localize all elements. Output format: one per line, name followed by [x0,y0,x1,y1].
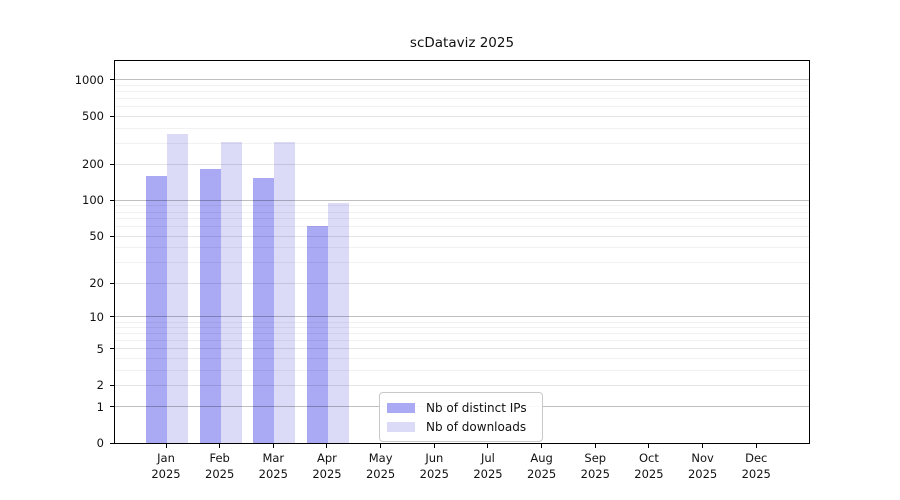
month-label: Dec [745,451,768,465]
x-tick-label-jan: Jan 2025 [138,451,194,482]
year-label: 2025 [687,466,718,481]
x-tick-label-sep: Sep 2025 [567,451,623,482]
x-tick-label-mar: Mar 2025 [245,451,301,482]
y-tick-label-10: 10 [89,309,104,324]
y-tick-label-200: 200 [82,157,104,172]
month-label: Apr [317,451,337,465]
bar-downloads-jan [167,133,188,443]
legend-item-downloads: Nb of downloads [387,417,534,436]
y-tick-1000 [110,79,114,81]
chart-title: scDataviz 2025 [409,35,515,51]
year-label: 2025 [419,466,449,481]
x-tick-label-feb: Feb 2025 [192,451,248,482]
month-label: Feb [209,451,230,465]
year-label: 2025 [151,466,181,481]
bar-distinct-ips-jan [146,175,167,443]
month-label: Jul [481,451,495,465]
month-label: Nov [691,451,714,465]
x-tick-jun [433,444,435,448]
bar-distinct-ips-apr [306,226,328,443]
x-tick-label-apr: Apr 2025 [299,451,355,482]
x-tick-jan [165,444,167,448]
year-label: 2025 [580,466,610,481]
year-label: 2025 [526,466,557,481]
x-tick-label-aug: Aug 2025 [514,451,570,482]
y-tick-10 [110,316,114,318]
month-label: Jun [425,451,444,465]
y-tick-label-500: 500 [82,109,104,124]
y-tick-label-50: 50 [89,229,104,244]
x-tick-feb [219,444,221,448]
y-tick-200 [110,163,114,165]
x-tick-label-may: May 2025 [353,451,409,482]
y-tick-label-0: 0 [96,436,104,450]
x-tick-aug [541,444,543,448]
y-tick-100 [110,199,114,201]
bar-downloads-feb [220,142,242,443]
bar-downloads-apr [327,203,349,443]
bar-downloads-mar [274,141,296,443]
y-tick-label-2: 2 [96,378,104,393]
month-label: Mar [262,451,285,465]
bar-distinct-ips-feb [199,168,221,443]
y-tick-label-100: 100 [82,193,104,208]
month-label: May [368,451,393,465]
x-tick-may [380,444,382,448]
year-label: 2025 [205,466,235,481]
y-axis: 0 1 2 5 10 20 50 100 200 500 1000 [0,61,114,450]
month-label: Aug [530,451,553,465]
year-label: 2025 [473,466,503,481]
year-label: 2025 [365,466,396,481]
month-label: Jan [157,451,175,465]
x-tick-nov [702,444,704,448]
y-tick-50 [110,235,114,237]
y-tick-label-20: 20 [89,276,104,290]
legend-swatch-downloads [387,421,415,432]
x-tick-oct [648,444,650,448]
y-tick-2 [110,384,114,386]
x-tick-dec [755,444,757,448]
legend-label-downloads: Nb of downloads [426,419,527,434]
year-label: 2025 [258,466,288,481]
bar-distinct-ips-mar [253,177,275,443]
x-tick-label-dec: Dec 2025 [728,451,784,482]
month-label: Sep [584,451,607,465]
y-tick-label-5: 5 [96,341,104,356]
y-tick-500 [110,115,114,117]
legend-label-distinct-ips: Nb of distinct IPs [426,400,527,415]
bars-layer [115,61,809,443]
month-label: Oct [638,451,659,465]
y-tick-label-1000: 1000 [74,72,104,87]
y-tick-1 [110,406,114,408]
y-tick-5 [110,348,114,350]
x-tick-sep [594,444,596,448]
x-tick-mar [272,444,274,448]
x-tick-label-nov: Nov 2025 [675,451,731,482]
legend-swatch-distinct-ips [387,402,415,413]
x-tick-label-oct: Oct 2025 [621,451,677,482]
legend: Nb of distinct IPs Nb of downloads [379,392,543,442]
plot-area: Nb of distinct IPs Nb of downloads [114,60,810,444]
year-label: 2025 [312,466,342,481]
year-label: 2025 [741,466,771,481]
x-tick-apr [326,444,328,448]
legend-item-distinct-ips: Nb of distinct IPs [387,398,534,417]
x-tick-label-jul: Jul 2025 [460,451,516,482]
y-tick-0 [110,442,114,444]
y-tick-label-1: 1 [96,399,104,414]
x-tick-jul [487,444,489,448]
year-label: 2025 [634,466,664,481]
x-axis: Jan 2025 Feb 2025 Mar 2025 Apr 2025 May 2025 Jun 20… [114,444,810,496]
x-tick-label-jun: Jun 2025 [406,451,462,482]
y-tick-20 [110,282,114,284]
